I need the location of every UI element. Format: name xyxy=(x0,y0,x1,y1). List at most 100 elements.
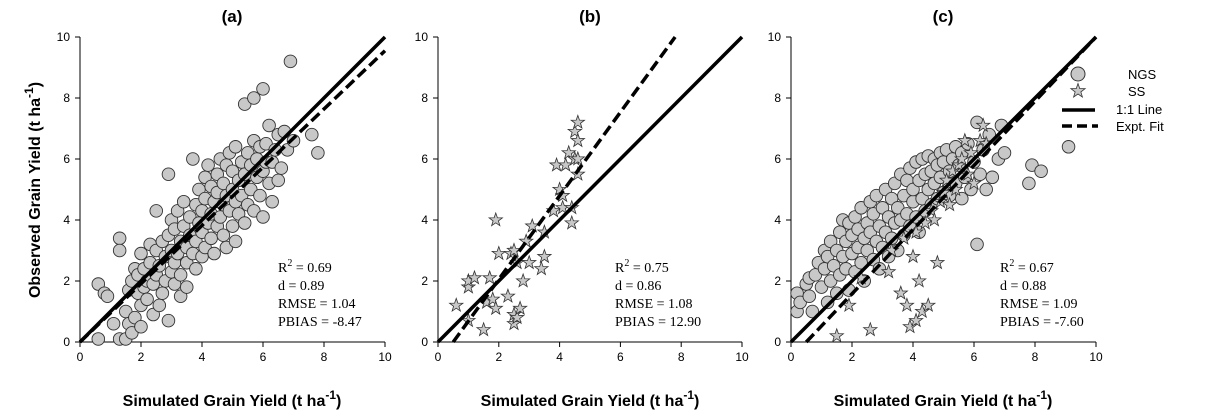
panel-a-point-ngs xyxy=(256,82,270,96)
panel-c-point-ss xyxy=(862,321,879,337)
panel-c-y-tick-label: 4 xyxy=(774,213,781,227)
panel-c-y-tick-label: 2 xyxy=(774,274,781,288)
panel-c-point-ss xyxy=(929,254,946,270)
panel-b: (b) 0 2 4 6 8 10 0 2 4 6 8 10 R2 = 0.75 d = 0.86 RMSE =… xyxy=(415,7,749,364)
panel-c-d: d = 0.88 xyxy=(1000,279,1046,294)
panel-b-point-ss xyxy=(521,254,538,270)
panel-b-point-ss xyxy=(481,269,498,285)
panel-c-x-tick-label: 6 xyxy=(971,350,978,364)
panel-c-point-ngs xyxy=(970,237,984,252)
panel-b-x-tick-label: 10 xyxy=(735,350,749,364)
panel-b-point-ss xyxy=(506,242,522,258)
panel-b-x-tick-label: 8 xyxy=(678,350,685,364)
panel-a-point-ngs xyxy=(112,243,127,258)
panel-a-x-tick-label: 6 xyxy=(260,350,267,364)
panel-c-point-ngs xyxy=(802,289,817,304)
panel-a-point-ngs xyxy=(225,219,240,233)
panel-a-point-ngs xyxy=(274,161,289,175)
panel-c-point-ss xyxy=(905,248,921,264)
panel-c-point-ss xyxy=(953,150,970,166)
panel-c-point-ngs xyxy=(872,262,887,276)
panel-c-x-tick-label: 2 xyxy=(849,350,856,364)
panel-c-point-ss xyxy=(880,263,897,279)
panel-b-fit-line xyxy=(451,35,677,344)
panel-a-y-tick-label: 8 xyxy=(63,91,70,105)
panel-c-y-tick-label: 8 xyxy=(774,91,781,105)
panel-b-r2: R2 = 0.75 xyxy=(615,258,669,276)
panel-c: (c) 0 2 4 6 8 10 0 2 4 6 8 10 R2 = 0.67 d = 0.88 RMSE =… xyxy=(768,7,1103,364)
panel-a-point-ngs xyxy=(155,286,170,300)
panel-b-rmse: RMSE = 1.08 xyxy=(615,297,693,312)
panel-b-y-tick-label: 4 xyxy=(421,213,428,227)
y-axis-label: Observed Grain Yield (t ha-1) xyxy=(22,82,44,298)
panel-b-x-tick-label: 6 xyxy=(617,350,624,364)
panel-b-point-ss xyxy=(466,269,483,285)
panel-a-point-ngs xyxy=(228,140,243,154)
panel-c-pbias: PBIAS = -7.60 xyxy=(1000,315,1084,330)
panel-b-title: (b) xyxy=(579,7,601,26)
panel-a-point-ngs xyxy=(186,152,200,166)
panel-b-point-ss xyxy=(512,300,528,316)
panel-c-rmse: RMSE = 1.09 xyxy=(1000,297,1078,312)
panel-a-point-ngs xyxy=(311,146,325,160)
panel-a-point-ngs xyxy=(247,91,261,105)
panel-b-pbias: PBIAS = 12.90 xyxy=(615,315,701,330)
panel-c-title: (c) xyxy=(933,7,954,26)
panel-a-point-ngs xyxy=(140,292,154,307)
panel-a-point-ngs xyxy=(134,320,148,334)
panel-c-y-tick-label: 6 xyxy=(774,152,781,166)
legend-ngs-marker xyxy=(1070,66,1086,82)
panel-b-y-tick-label: 0 xyxy=(421,335,428,349)
panel-b-point-ss xyxy=(500,288,516,303)
panel-b-point-ss xyxy=(563,214,580,230)
panel-a-y-tick-label: 4 xyxy=(63,213,70,227)
panel-b-x-tick-label: 2 xyxy=(495,350,502,364)
panel-a-point-ngs xyxy=(134,246,148,261)
legend: NGS SS 1:1 Line Expt. Fit xyxy=(1062,66,1164,134)
panel-c-point-ngs xyxy=(1034,164,1048,178)
panel-c-point-ss xyxy=(911,272,927,288)
legend-1to1-label: 1:1 Line xyxy=(1116,102,1162,117)
panel-c-point-ss xyxy=(947,181,964,197)
panel-a-point-ngs xyxy=(189,262,203,276)
panel-b-point-ss xyxy=(566,123,583,139)
panel-c-point-ss xyxy=(908,312,924,328)
panel-c-x-tick-label: 4 xyxy=(910,350,917,364)
panel-c-point-ngs xyxy=(955,191,969,206)
panel-c-r2: R2 = 0.67 xyxy=(1000,258,1054,276)
panel-b-point-ss xyxy=(490,245,507,261)
panel-a-point-ngs xyxy=(305,127,319,142)
panel-a-point-ngs xyxy=(204,231,218,246)
panel-b-d: d = 0.86 xyxy=(615,279,661,294)
x-axis-label-c: Simulated Grain Yield (t ha-1) xyxy=(834,388,1053,410)
panel-a-point-ngs xyxy=(207,246,221,261)
panel-a-y-tick-label: 10 xyxy=(57,30,71,44)
panel-c-point-ss xyxy=(938,172,955,187)
x-axis-label-a: Simulated Grain Yield (t ha-1) xyxy=(123,388,342,410)
panel-a-point-ngs xyxy=(179,280,194,294)
panel-a-rmse: RMSE = 1.04 xyxy=(278,297,356,312)
panel-c-point-ngs xyxy=(973,167,987,181)
panel-b-point-ss xyxy=(533,260,550,276)
panel-b-point-ss xyxy=(515,272,531,288)
panel-a-title: (a) xyxy=(222,7,243,26)
panel-a-x-tick-label: 10 xyxy=(378,350,392,364)
panel-c-point-ss xyxy=(972,132,988,148)
panel-c-one-to-one-line xyxy=(789,35,1098,344)
panel-c-point-ngs xyxy=(979,182,993,197)
panel-c-point-ss xyxy=(963,144,979,160)
legend-ngs-label: NGS xyxy=(1128,67,1157,82)
panel-a-point-ngs xyxy=(286,133,301,148)
panel-a-pbias: PBIAS = -8.47 xyxy=(278,315,362,330)
panel-b-point-ss xyxy=(570,132,586,148)
panel-b-x-tick-label: 4 xyxy=(556,350,563,364)
panel-a-point-ngs xyxy=(237,216,252,230)
x-axis-label-b: Simulated Grain Yield (t ha-1) xyxy=(481,388,700,410)
panel-b-y-tick-label: 2 xyxy=(421,274,428,288)
panel-b-point-ss xyxy=(487,300,504,316)
panel-c-point-ngs xyxy=(985,170,1000,185)
panel-c-point-ss xyxy=(975,117,991,133)
panel-a-y-tick-label: 6 xyxy=(63,152,70,166)
panel-a-y-tick-label: 0 xyxy=(63,335,70,349)
